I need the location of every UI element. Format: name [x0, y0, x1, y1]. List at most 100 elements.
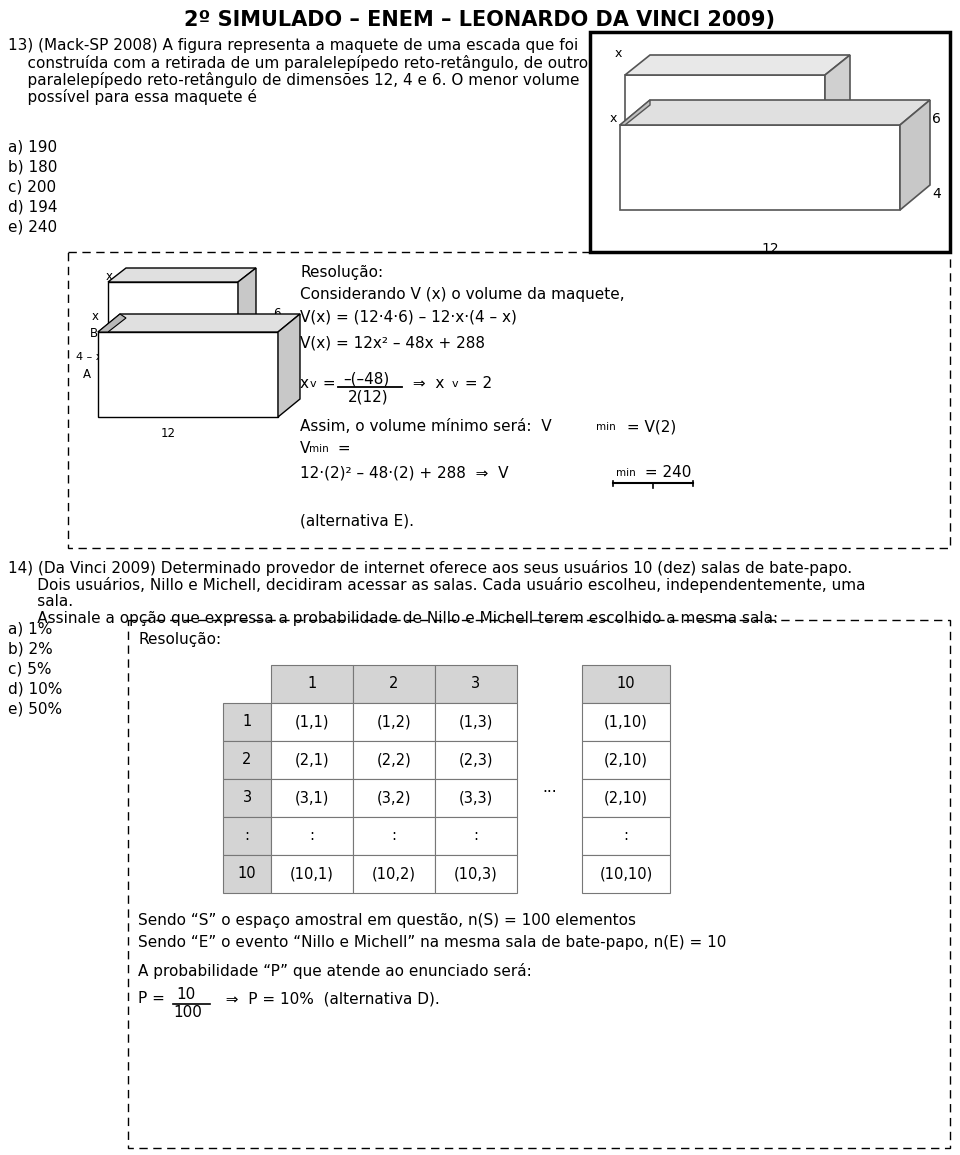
Text: d) 194: d) 194: [8, 200, 58, 215]
Text: 4: 4: [932, 187, 941, 201]
Polygon shape: [825, 55, 850, 125]
Text: Sendo “E” o evento “Nillo e Michell” na mesma sala de bate-papo, n(E) = 10: Sendo “E” o evento “Nillo e Michell” na …: [138, 936, 727, 951]
Text: :: :: [392, 828, 396, 843]
Bar: [435, 855, 517, 893]
Text: 2(12): 2(12): [348, 389, 389, 404]
Text: :: :: [245, 828, 250, 843]
Text: 13) (Mack-SP 2008) A figura representa a maquete de uma escada que foi: 13) (Mack-SP 2008) A figura representa a…: [8, 38, 578, 53]
Text: (10,1): (10,1): [290, 866, 334, 881]
Polygon shape: [900, 100, 930, 210]
Bar: [582, 742, 670, 778]
Polygon shape: [98, 314, 300, 331]
Bar: [353, 665, 435, 703]
Text: (1,10): (1,10): [604, 715, 648, 730]
Text: = V(2): = V(2): [622, 419, 676, 434]
Bar: [271, 855, 353, 893]
Text: (10,2): (10,2): [372, 866, 416, 881]
Bar: [353, 742, 435, 778]
Text: e) 50%: e) 50%: [8, 702, 62, 717]
Text: a) 190: a) 190: [8, 140, 58, 155]
Bar: [271, 703, 353, 742]
Text: b) 180: b) 180: [8, 161, 58, 176]
Text: 100: 100: [173, 1005, 202, 1020]
Bar: [353, 778, 435, 817]
Text: A probabilidade “P” que atende ao enunciado será:: A probabilidade “P” que atende ao enunci…: [138, 963, 532, 979]
Text: a) 1%: a) 1%: [8, 623, 53, 638]
Text: 3: 3: [471, 677, 481, 692]
Polygon shape: [620, 125, 900, 210]
Polygon shape: [278, 314, 300, 417]
Bar: [435, 665, 517, 703]
Text: min: min: [309, 444, 328, 454]
Text: x: x: [610, 112, 617, 125]
Polygon shape: [108, 268, 256, 282]
Polygon shape: [620, 100, 650, 125]
Text: (1,2): (1,2): [376, 715, 411, 730]
Text: c) 5%: c) 5%: [8, 662, 52, 677]
Bar: [435, 817, 517, 855]
Text: (3,2): (3,2): [376, 790, 411, 805]
Text: B: B: [90, 327, 98, 340]
Text: construída com a retirada de um paralelepípedo reto-retângulo, de outro: construída com a retirada de um paralele…: [8, 55, 588, 70]
FancyBboxPatch shape: [68, 252, 950, 547]
Text: (2,2): (2,2): [376, 753, 412, 768]
Text: ···: ···: [542, 784, 557, 799]
Bar: [590, 32, 950, 252]
Bar: [223, 703, 271, 742]
Text: Considerando V (x) o volume da maquete,: Considerando V (x) o volume da maquete,: [300, 286, 625, 301]
Text: Sendo “S” o espaço amostral em questão, n(S) = 100 elementos: Sendo “S” o espaço amostral em questão, …: [138, 912, 636, 927]
Text: x: x: [300, 377, 309, 392]
Text: ⇒  x: ⇒ x: [408, 377, 444, 392]
Text: = 240: = 240: [640, 465, 691, 480]
Text: (1,3): (1,3): [459, 715, 493, 730]
Bar: [582, 778, 670, 817]
Text: d) 10%: d) 10%: [8, 681, 62, 696]
Bar: [223, 817, 271, 855]
Text: 12: 12: [160, 407, 176, 420]
Text: V: V: [300, 441, 310, 456]
Text: v: v: [452, 379, 459, 389]
Text: 10: 10: [238, 866, 256, 881]
Bar: [353, 703, 435, 742]
Text: 12: 12: [160, 427, 176, 440]
Bar: [223, 742, 271, 778]
Bar: [435, 703, 517, 742]
Polygon shape: [620, 100, 930, 125]
Text: Assim, o volume mínimo será:  V: Assim, o volume mínimo será: V: [300, 419, 552, 434]
Bar: [582, 703, 670, 742]
Text: 4: 4: [283, 387, 291, 400]
Polygon shape: [625, 75, 825, 125]
Bar: [271, 778, 353, 817]
Text: 1: 1: [307, 677, 317, 692]
Text: ⇒  P = 10%  (alternativa D).: ⇒ P = 10% (alternativa D).: [216, 991, 440, 1006]
Text: 10: 10: [176, 988, 195, 1003]
Bar: [353, 855, 435, 893]
Text: = 2: = 2: [460, 377, 492, 392]
Text: 14) (Da Vinci 2009) Determinado provedor de internet oferece aos seus usuários 1: 14) (Da Vinci 2009) Determinado provedor…: [8, 560, 852, 576]
Text: =: =: [333, 441, 350, 456]
Text: sala.: sala.: [8, 594, 73, 609]
Text: (2,10): (2,10): [604, 753, 648, 768]
Polygon shape: [98, 314, 126, 331]
Bar: [271, 742, 353, 778]
Text: e) 240: e) 240: [8, 219, 58, 234]
Text: (3,1): (3,1): [295, 790, 329, 805]
Text: v: v: [310, 379, 317, 389]
Text: Resolução:: Resolução:: [138, 632, 221, 647]
Bar: [435, 742, 517, 778]
Text: 10: 10: [616, 677, 636, 692]
Text: Assinale a opção que expressa a probabilidade de Nillo e Michell terem escolhido: Assinale a opção que expressa a probabil…: [8, 611, 779, 626]
Polygon shape: [238, 268, 256, 331]
Text: (2,1): (2,1): [295, 753, 329, 768]
Text: =: =: [318, 377, 336, 392]
Bar: [223, 778, 271, 817]
Text: (1,1): (1,1): [295, 715, 329, 730]
Text: V(x) = (12·4·6) – 12·x·(4 – x): V(x) = (12·4·6) – 12·x·(4 – x): [300, 310, 516, 325]
Bar: [271, 817, 353, 855]
Text: 6: 6: [932, 112, 941, 126]
Text: Dois usuários, Nillo e Michell, decidiram acessar as salas. Cada usuário escolhe: Dois usuários, Nillo e Michell, decidira…: [8, 578, 866, 593]
Text: min: min: [616, 468, 636, 478]
Text: min: min: [596, 422, 615, 432]
Polygon shape: [108, 282, 238, 331]
Bar: [582, 665, 670, 703]
